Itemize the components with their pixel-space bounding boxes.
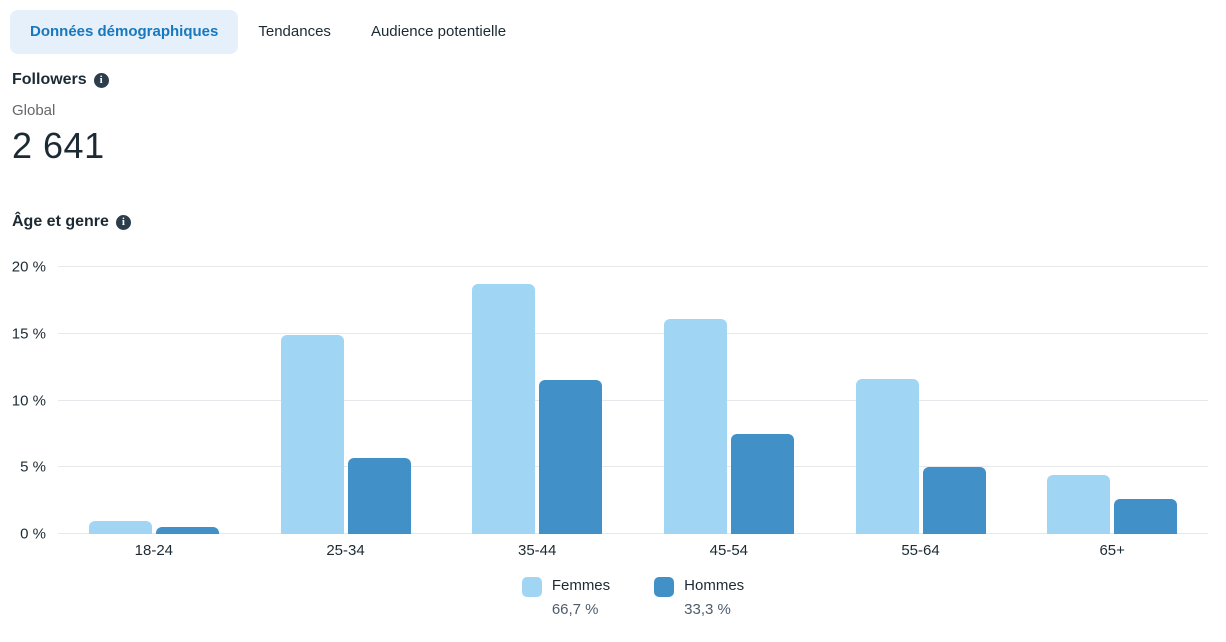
y-tick-label: 5 %: [20, 458, 46, 476]
legend-percentage: 66,7 %: [551, 601, 599, 618]
legend-item-femmes[interactable]: Femmes 66,7 %: [521, 576, 610, 618]
gridline-20-: [58, 266, 1208, 267]
bar-group-65+: [1016, 267, 1208, 534]
legend-text-hommes: Hommes 33,3 %: [684, 576, 744, 618]
legend-text-femmes: Femmes 66,7 %: [552, 576, 610, 618]
followers-title: Followers: [12, 71, 87, 88]
gridline-10-: [58, 399, 1208, 401]
tab-bar: Données démographiques Tendances Audience …: [10, 10, 1226, 54]
tab-donnees-demographiques[interactable]: Données démographiques: [10, 10, 239, 54]
x-tick-label-25-34: 25-34: [326, 542, 365, 559]
bar-hommes-65+[interactable]: [1114, 499, 1178, 534]
legend-swatch-hommes: [654, 577, 675, 597]
bar-groups: [58, 267, 1208, 534]
bar-hommes-35-44[interactable]: [539, 380, 603, 534]
chart-plot-area: 0 % 5 % 10 % 15 % 20 %: [12, 259, 1208, 543]
legend-label: Hommes: [684, 577, 745, 594]
bar-femmes-25-34[interactable]: [280, 335, 344, 534]
legend-swatch-femmes: [521, 577, 542, 597]
followers-section: Followers i Global 2 641: [12, 71, 1226, 167]
followers-scope-label: Global: [12, 102, 56, 119]
bar-group-25-34: [250, 267, 442, 534]
bar-group-35-44: [441, 267, 633, 534]
legend-label: Femmes: [551, 577, 611, 594]
bar-hommes-55-64[interactable]: [922, 467, 986, 534]
bar-femmes-18-24[interactable]: [88, 520, 152, 534]
info-icon[interactable]: i: [115, 214, 131, 230]
bar-femmes-55-64[interactable]: [855, 379, 919, 534]
chart-legend: Femmes 66,7 % Hommes 33,3 %: [58, 576, 1208, 618]
bar-hommes-45-54[interactable]: [730, 433, 794, 534]
age-gender-title-row: Âge et genre i: [12, 213, 1226, 231]
gridline-0-: [58, 533, 1208, 534]
age-gender-section: Âge et genre i: [12, 213, 1226, 231]
x-tick-label-18-24: 18-24: [134, 542, 174, 559]
y-tick-label: 10 %: [11, 392, 46, 409]
bar-group-18-24: [58, 267, 250, 534]
gridline-5-: [58, 466, 1208, 468]
tab-audience-potentielle[interactable]: Audience potentielle: [370, 23, 507, 40]
bar-femmes-65+[interactable]: [1047, 475, 1111, 534]
bar-group-45-54: [633, 267, 825, 534]
bar-femmes-35-44[interactable]: [472, 284, 536, 534]
bar-hommes-18-24[interactable]: [155, 527, 219, 534]
x-tick-label-35-44: 35-44: [517, 542, 557, 559]
age-gender-title: Âge et genre: [12, 213, 109, 230]
followers-count: 2 641: [12, 125, 105, 166]
age-gender-chart: 0 % 5 % 10 % 15 % 20 % 18-24 25-34 35-44 45-54 5…: [0, 259, 1226, 618]
y-tick-label: 20 %: [11, 258, 46, 276]
y-tick-label: 15 %: [11, 325, 46, 343]
bar-hommes-25-34[interactable]: [347, 457, 411, 534]
x-tick-label-45-54: 45-54: [709, 542, 749, 559]
legend-percentage: 33,3 %: [684, 601, 731, 618]
tab-tendances[interactable]: Tendances: [258, 23, 331, 40]
x-tick-label-55-64: 55-64: [901, 542, 940, 559]
x-tick-label-65+: 65+: [1099, 542, 1125, 559]
info-icon[interactable]: i: [93, 72, 109, 88]
bar-group-55-64: [825, 267, 1017, 534]
chart-x-axis: 18-24 25-34 35-44 45-54 55-64 65+: [58, 542, 1208, 559]
gridline-15-: [58, 332, 1208, 334]
legend-item-hommes[interactable]: Hommes 33,3 %: [654, 576, 744, 618]
bar-femmes-45-54[interactable]: [663, 319, 727, 534]
y-tick-label: 0 %: [20, 525, 46, 543]
followers-title-row: Followers i: [12, 71, 1226, 89]
